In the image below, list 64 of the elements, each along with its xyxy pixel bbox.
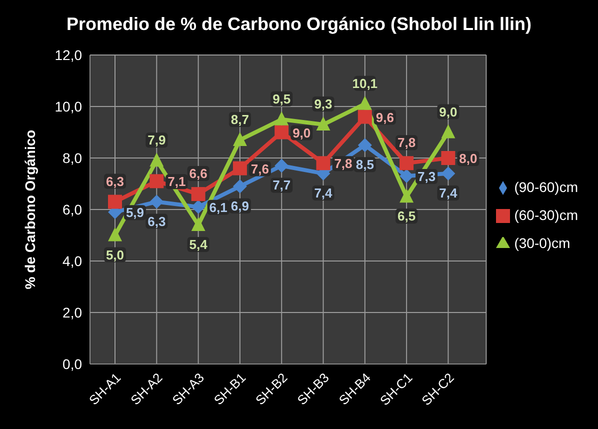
- data-label: 6,3: [106, 174, 124, 189]
- data-label: 7,6: [250, 161, 269, 176]
- y-tick-label: 0,0: [62, 356, 82, 372]
- point: [191, 216, 206, 231]
- point: [358, 138, 372, 152]
- point: [274, 158, 289, 173]
- y-tick-label: 2,0: [62, 304, 82, 320]
- data-label: 7,7: [272, 178, 291, 193]
- point: [316, 116, 330, 131]
- data-label: 8,0: [459, 151, 478, 166]
- point: [191, 200, 206, 214]
- legend-label: (30-0)cm: [514, 234, 570, 250]
- data-label: 6,3: [148, 214, 166, 229]
- data-label: 7,1: [168, 174, 186, 190]
- point: [358, 110, 372, 124]
- legend-label: (90-60)cm: [514, 178, 578, 194]
- point: [274, 125, 289, 140]
- chart-title: Promedio de % de Carbono Orgánico (Shobol Llin llin): [65, 14, 532, 35]
- data-label: 10,1: [352, 76, 378, 91]
- point: [191, 187, 206, 202]
- data-label: 7,8: [398, 135, 416, 150]
- y-tick-label: 12,0: [54, 46, 82, 63]
- data-label: 7,9: [148, 132, 166, 148]
- point: [400, 169, 414, 184]
- point: [441, 151, 456, 165]
- data-label: 6,9: [230, 198, 249, 214]
- data-label: 9,0: [292, 125, 311, 140]
- data-label: 7,4: [439, 185, 458, 200]
- data-label: 8,5: [356, 157, 374, 172]
- y-axis-title: % de Carbono Orgánico: [22, 130, 38, 290]
- y-tick-label: 6,0: [62, 201, 82, 218]
- point: [358, 96, 372, 110]
- legend-label: (60-30)cm: [514, 206, 578, 222]
- data-label: 8,7: [230, 112, 249, 127]
- point: [150, 194, 164, 209]
- data-label: 5,9: [126, 205, 144, 220]
- y-tick-label: 8,0: [62, 150, 82, 166]
- data-label: 5,0: [106, 247, 124, 262]
- point: [232, 161, 247, 176]
- point: [232, 132, 247, 146]
- data-label: 5,4: [189, 236, 208, 252]
- point: [400, 156, 414, 170]
- point: [108, 194, 122, 209]
- data-label: 9,3: [314, 96, 332, 112]
- point: [400, 188, 414, 203]
- data-label: 7,4: [314, 185, 334, 200]
- point: [150, 174, 164, 188]
- data-label: 9,0: [439, 104, 458, 120]
- data-label: 7,3: [418, 169, 436, 184]
- point: [441, 124, 456, 138]
- data-label: 9,6: [376, 110, 394, 125]
- point: [150, 152, 164, 167]
- point: [108, 227, 122, 242]
- data-label: 9,5: [272, 91, 291, 106]
- data-label: 6,5: [398, 208, 416, 224]
- data-label: 7,8: [334, 156, 352, 172]
- y-tick-label: 10,0: [54, 98, 82, 114]
- data-label: 6,6: [189, 166, 208, 182]
- data-label: 6,1: [209, 200, 228, 215]
- point: [232, 179, 247, 194]
- point: [274, 111, 289, 126]
- point: [441, 166, 456, 180]
- point: [316, 156, 330, 170]
- y-tick-label: 4,0: [62, 252, 82, 269]
